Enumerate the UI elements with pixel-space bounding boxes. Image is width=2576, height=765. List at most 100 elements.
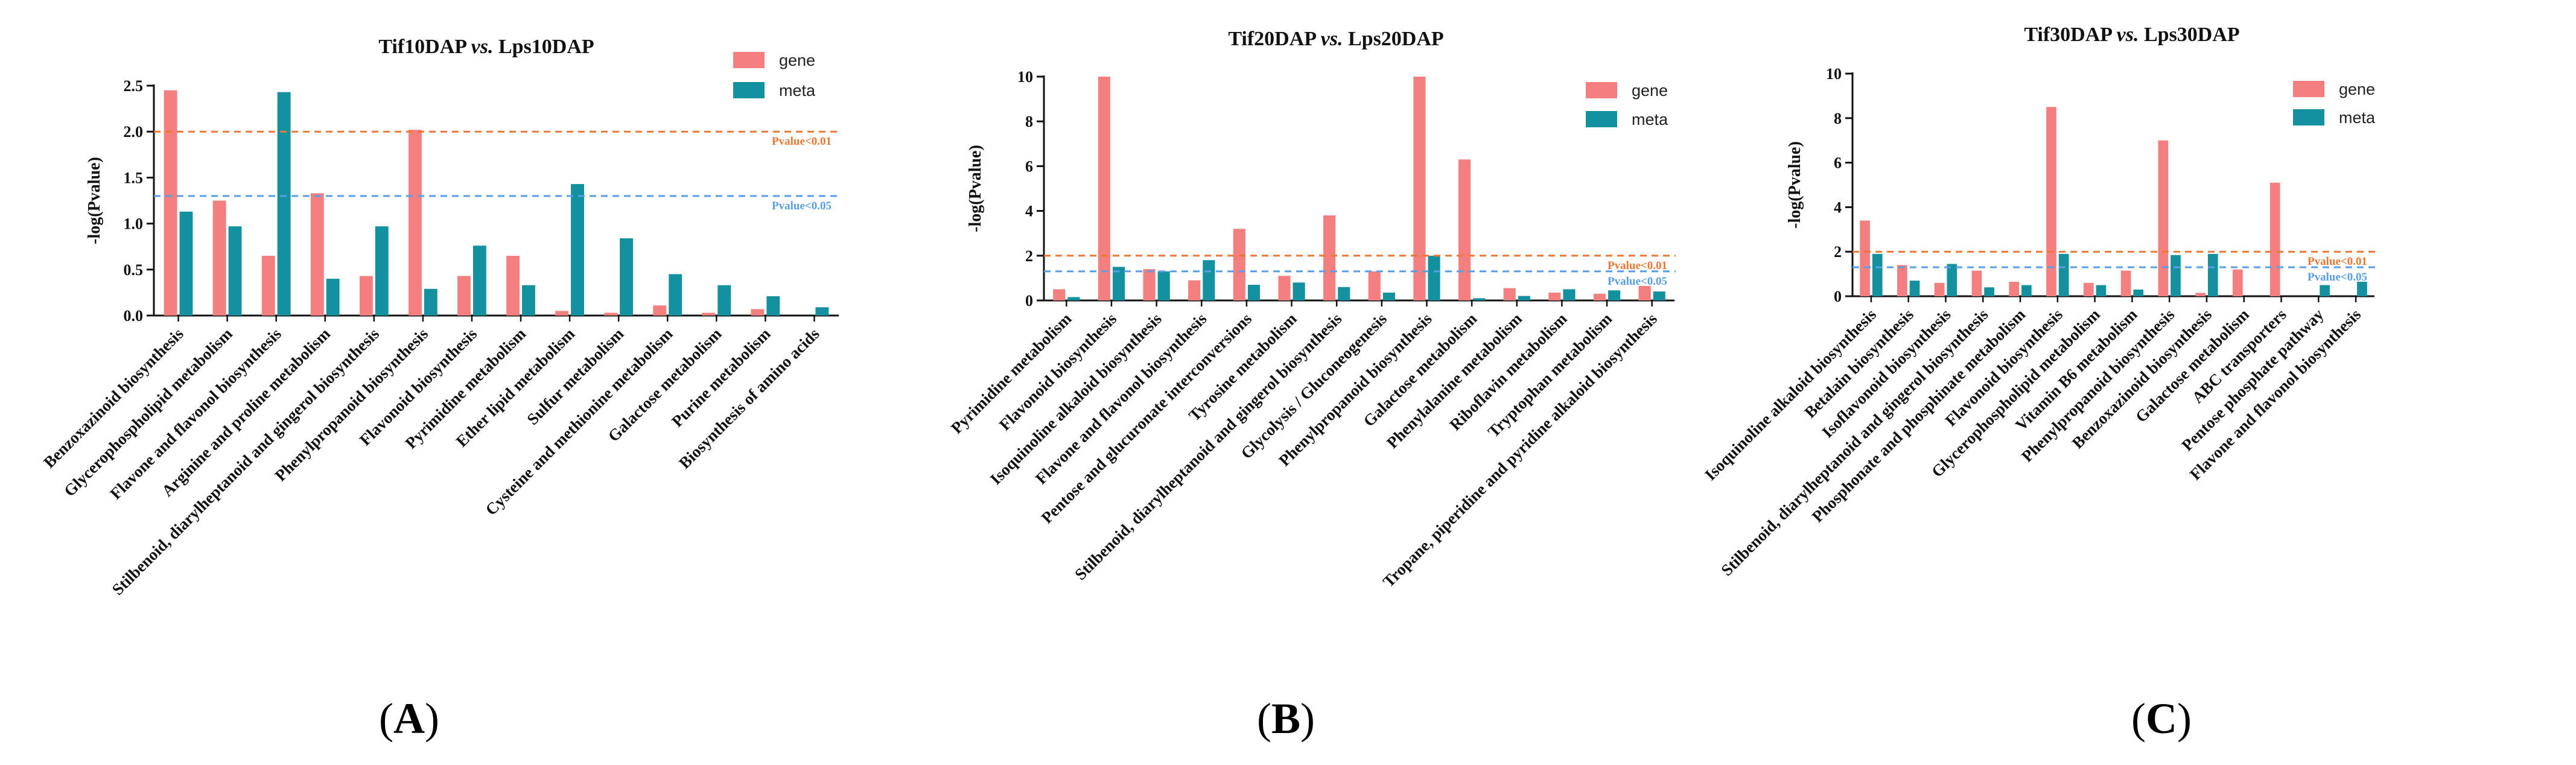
- chart-a-bar-meta: [815, 307, 829, 316]
- chart-a-bar-gene: [555, 311, 569, 316]
- chart-a-y-tick-label: 0.0: [124, 307, 144, 325]
- chart-a-threshold-label-p005: Pvalue<0.05: [772, 200, 832, 212]
- chart-c-panel-label: (C): [2131, 694, 2192, 743]
- chart-a-bar-gene: [751, 309, 765, 316]
- chart-b-bar-meta: [1293, 282, 1305, 300]
- chart-a-title: Tif10DAP vs. Lps10DAP: [378, 36, 594, 58]
- chart-a-bar-gene: [506, 255, 520, 316]
- chart-c-bar-meta: [2357, 282, 2367, 296]
- chart-b-legend-label-meta: meta: [1632, 110, 1668, 129]
- chart-b-y-axis-title: -log(Pvalue): [966, 145, 985, 232]
- chart-a-y-tick-label: 1.5: [124, 169, 144, 186]
- chart-a-bar-meta: [766, 296, 780, 316]
- chart-a-bar-gene: [457, 276, 471, 316]
- chart-c-y-tick-label: 6: [1834, 154, 1842, 172]
- chart-b-bar-gene: [1233, 229, 1245, 300]
- chart-a-bar-meta: [179, 211, 193, 316]
- chart-c-y-tick-label: 0: [1834, 288, 1842, 305]
- chart-c-y-tick-label: 8: [1834, 110, 1842, 127]
- chart-b-bar-meta: [1428, 255, 1440, 300]
- chart-c-legend-label-gene: gene: [2339, 80, 2375, 98]
- chart-b-bar-gene: [1503, 288, 1516, 300]
- chart-b-panel-label: (B): [1257, 694, 1315, 743]
- chart-a-bar-gene: [409, 130, 422, 316]
- chart-c-bar-meta: [2021, 285, 2032, 296]
- chart-b-y-tick-label: 6: [1025, 157, 1033, 175]
- chart-b-y-tick-label: 10: [1017, 68, 1033, 86]
- chart-b-y-tick-label: 8: [1025, 113, 1033, 130]
- chart-b-legend-swatch-gene: [1586, 82, 1617, 98]
- chart-c-bar-gene: [2009, 282, 2020, 296]
- chart-c-bar-meta: [2133, 289, 2144, 296]
- chart-a-bar-meta: [375, 226, 389, 316]
- chart-c-legend-swatch-meta: [2293, 109, 2324, 125]
- chart-c-bar-meta: [2207, 253, 2218, 296]
- chart-b-bar-meta: [1203, 260, 1215, 300]
- chart-panel-a: Tif10DAP vs. Lps10DAP -log(Pvalue) 0.0 0.5 1…: [40, 36, 840, 743]
- chart-c-bar-gene: [1860, 220, 1870, 296]
- chart-b-threshold-label-p001: Pvalue<0.01: [1608, 259, 1667, 272]
- chart-a-bar-meta: [522, 285, 535, 316]
- chart-a-bar-gene: [653, 305, 667, 316]
- chart-c-bar-gene: [2083, 282, 2094, 296]
- chart-a-bar-meta: [620, 238, 634, 316]
- chart-panel-b: Tif20DAP vs. Lps20DAP -log(Pvalue) 0 2 4 6 8 10…: [947, 28, 1676, 743]
- chart-b-bar-meta: [1338, 287, 1350, 300]
- chart-a-legend-swatch-meta: [733, 82, 765, 98]
- chart-a-bar-meta: [228, 226, 242, 316]
- chart-a-bar-gene: [164, 90, 177, 316]
- chart-b-bar-meta: [1067, 297, 1080, 300]
- chart-a-legend-label-gene: gene: [779, 51, 815, 69]
- chart-c-y-axis-title: -log(Pvalue): [1786, 141, 1804, 229]
- chart-c-bar-gene: [2158, 140, 2169, 296]
- chart-b-bar-gene: [1323, 215, 1336, 300]
- chart-b-legend-label-gene: gene: [1632, 81, 1668, 100]
- chart-b-y-tick-label: 4: [1025, 203, 1033, 220]
- chart-c-bar-gene: [2195, 293, 2206, 296]
- chart-b-y-tick-label: 0: [1025, 292, 1033, 309]
- chart-b-bar-gene: [1278, 276, 1291, 300]
- chart-b-bar-meta: [1473, 298, 1486, 300]
- chart-a-panel-label: (A): [379, 694, 439, 743]
- chart-c-bar-gene: [1897, 265, 1907, 296]
- chart-c-y-tick-label: 4: [1834, 198, 1842, 216]
- chart-c-bar-gene: [2046, 107, 2056, 296]
- chart-b-bar-gene: [1143, 269, 1156, 300]
- chart-b-bar-gene: [1638, 285, 1651, 300]
- chart-c-y-tick-label: 2: [1834, 243, 1842, 261]
- chart-c-legend-label-meta: meta: [2339, 109, 2376, 127]
- chart-b-bar-gene: [1548, 293, 1561, 300]
- chart-b-bar-meta: [1247, 285, 1261, 300]
- chart-b-bar-gene: [1188, 280, 1201, 300]
- chart-c-bar-meta: [2171, 255, 2181, 296]
- chart-c-legend-swatch-gene: [2293, 81, 2324, 97]
- chart-c-bar-meta: [1872, 253, 1883, 296]
- chart-b-legend-swatch-meta: [1586, 111, 1617, 127]
- chart-c-bar-gene: [1934, 282, 1945, 296]
- chart-a-legend-swatch-gene: [733, 52, 765, 68]
- chart-c-bar-meta: [1947, 264, 1957, 296]
- chart-a-bar-gene: [310, 193, 324, 316]
- chart-b-threshold-label-p005: Pvalue<0.05: [1608, 275, 1667, 288]
- chart-c-bar-gene: [1971, 270, 1982, 296]
- chart-a-y-axis-title: -log(Pvalue): [85, 157, 104, 244]
- chart-a-bar-gene: [359, 276, 373, 316]
- chart-b-bar-gene: [1458, 159, 1471, 300]
- chart-b-bar-gene: [1053, 289, 1066, 300]
- chart-b-category-label-isoquinoline-alkaloid-biosynthesis: Isoquinoline alkaloid biosynthesis: [987, 309, 1165, 488]
- chart-b-bar-meta: [1518, 296, 1530, 300]
- chart-b-y-tick-label: 2: [1025, 247, 1033, 265]
- chart-b-title: Tif20DAP vs. Lps20DAP: [1228, 28, 1443, 50]
- chart-c-threshold-label-p001: Pvalue<0.01: [2307, 255, 2367, 268]
- chart-a-legend-label-meta: meta: [779, 81, 816, 100]
- chart-a-bar-meta: [326, 279, 340, 316]
- chart-c-bar-meta: [2320, 285, 2330, 296]
- chart-a-bar-meta: [472, 246, 486, 316]
- chart-b-bar-meta: [1653, 291, 1665, 300]
- chart-b-category-label-pentose-and-glucuronate-interconversions: Pentose and glucuronate interconversions: [1038, 309, 1255, 527]
- chart-c-bar-meta: [1984, 287, 1994, 296]
- chart-c-bar-gene: [2269, 182, 2280, 296]
- chart-b-bar-meta: [1157, 271, 1170, 300]
- chart-b-bar-meta: [1112, 267, 1125, 300]
